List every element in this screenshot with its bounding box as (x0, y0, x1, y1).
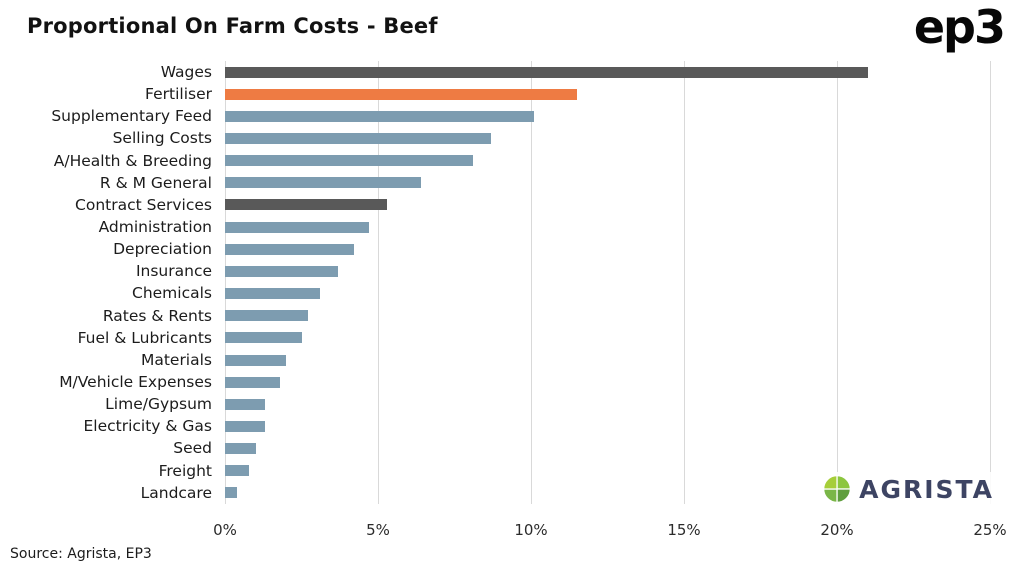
bar (225, 66, 868, 78)
gridline (378, 61, 379, 504)
x-tick-label: 0% (213, 521, 237, 539)
category-label: Fertiliser (145, 85, 212, 104)
gridline (225, 61, 226, 504)
bar (225, 465, 250, 477)
x-tick-label: 15% (667, 521, 701, 539)
bar (225, 133, 492, 145)
x-tick-label: 5% (366, 521, 390, 539)
bar (225, 243, 354, 255)
bar (225, 376, 281, 388)
category-label: Chemicals (132, 284, 212, 303)
category-label: Fuel & Lubricants (77, 328, 212, 347)
bar (225, 265, 339, 277)
bar (225, 487, 238, 499)
bar (225, 199, 388, 211)
bar (225, 420, 265, 432)
category-label: A/Health & Breeding (53, 151, 212, 170)
category-label: Supplementary Feed (51, 107, 212, 126)
category-label: Electricity & Gas (83, 417, 212, 436)
bar (225, 354, 287, 366)
agrista-leaf-icon (823, 475, 852, 503)
category-label: Rates & Rents (102, 306, 212, 325)
ep3-logo: ep3 (913, 0, 1006, 54)
x-axis: 0% 5% 10% 15% 20% 25% (213, 521, 1007, 541)
category-label: Administration (98, 217, 212, 236)
x-tick-label: 10% (514, 521, 548, 539)
category-label: Wages (160, 63, 212, 81)
bar (225, 155, 473, 167)
category-label: Materials (140, 350, 212, 369)
agrista-logo-text: AGRISTA (859, 474, 994, 504)
x-tick-label: 25% (973, 521, 1007, 539)
bar (225, 310, 308, 322)
gridline (684, 61, 685, 504)
bar (225, 443, 256, 455)
agrista-logo: AGRISTA (818, 472, 998, 506)
gridline (531, 61, 532, 504)
category-label: Landcare (140, 483, 212, 502)
x-tick-label: 20% (820, 521, 854, 539)
category-label: Depreciation (113, 240, 212, 259)
bar (225, 177, 421, 189)
bar (225, 398, 265, 410)
plot-area (225, 61, 991, 504)
gridline (837, 61, 838, 504)
bar (225, 221, 369, 233)
bar (225, 332, 302, 344)
category-label: Selling Costs (112, 129, 212, 148)
category-label: R & M General (99, 173, 212, 192)
category-label: Seed (173, 439, 212, 458)
source-note: Source: Agrista, EP3 (10, 546, 152, 562)
bar (225, 88, 577, 100)
category-label: M/Vehicle Expenses (59, 372, 212, 391)
category-label: Insurance (135, 262, 212, 281)
category-axis: Wages Fertiliser Supplementary Feed Selling… (0, 61, 212, 504)
category-label: Lime/Gypsum (105, 395, 212, 414)
gridline (990, 61, 991, 504)
chart-title: Proportional On Farm Costs - Beef (27, 14, 438, 38)
category-label: Freight (158, 461, 212, 480)
category-label: Contract Services (75, 195, 212, 214)
bar (225, 110, 535, 122)
bar (225, 288, 320, 300)
